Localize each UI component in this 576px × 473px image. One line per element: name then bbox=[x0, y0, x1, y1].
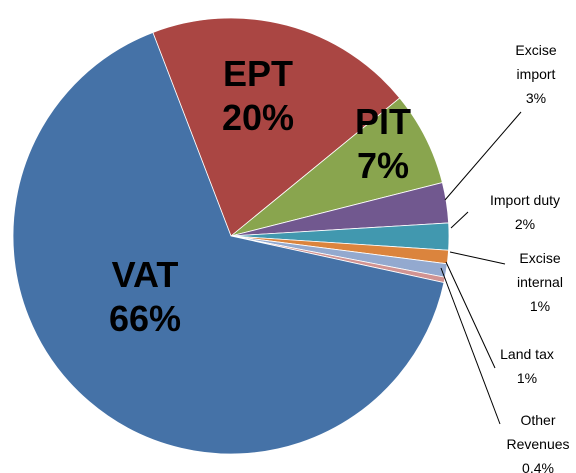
value-label: 7% bbox=[356, 145, 410, 186]
slice-label: Excise internal 1% bbox=[505, 246, 575, 318]
leader-line bbox=[445, 261, 496, 369]
leader-line bbox=[449, 251, 506, 265]
category-label: Land tax bbox=[500, 346, 554, 362]
category-label: EPT bbox=[222, 53, 293, 94]
slice-label: VAT 66% bbox=[90, 253, 200, 341]
slice-label: Import duty 2% bbox=[470, 188, 576, 236]
pie-slice bbox=[12, 31, 445, 455]
slice-label: EPT 20% bbox=[208, 52, 308, 140]
category-label: Excise internal bbox=[517, 250, 563, 290]
slice-label: Excise import 3% bbox=[500, 38, 572, 110]
category-label: Excise import bbox=[515, 42, 557, 82]
pie-slice bbox=[152, 17, 401, 237]
leader-line bbox=[450, 211, 469, 229]
slice-label: PIT 7% bbox=[333, 100, 433, 188]
value-label: 1% bbox=[529, 298, 551, 314]
value-label: 1% bbox=[516, 370, 538, 386]
value-label: 3% bbox=[525, 90, 547, 106]
value-label: 0.4% bbox=[522, 460, 554, 473]
value-label: 2% bbox=[514, 216, 536, 232]
leader-line bbox=[440, 267, 501, 425]
category-label: Other Revenues bbox=[506, 412, 570, 452]
category-label: Import duty bbox=[489, 192, 561, 208]
category-label: VAT bbox=[111, 254, 179, 295]
slice-label: Other Revenues 0.4% bbox=[498, 408, 576, 473]
value-label: 66% bbox=[108, 298, 182, 339]
category-label: PIT bbox=[354, 101, 411, 142]
slice-label: Land tax 1% bbox=[490, 342, 564, 390]
value-label: 20% bbox=[221, 97, 295, 138]
leader-line bbox=[444, 111, 522, 201]
